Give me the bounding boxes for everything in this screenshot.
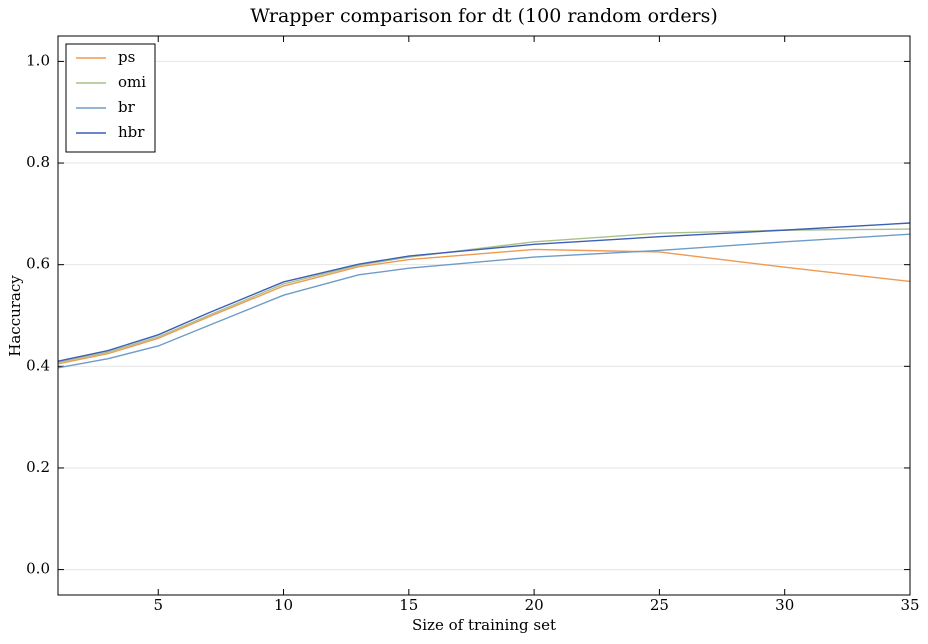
- legend-box: [65, 43, 156, 153]
- legend-label: br: [118, 98, 136, 116]
- x-tick-label: 15: [399, 596, 418, 614]
- line-series: [57, 248, 911, 365]
- x-axis-label: Size of training set: [412, 616, 556, 634]
- legend-label: ps: [118, 48, 135, 66]
- legend-label: hbr: [118, 123, 145, 141]
- y-tick-label: 0.4: [26, 356, 50, 374]
- x-tick-label: 35: [900, 596, 919, 614]
- y-tick-label: 1.0: [26, 51, 50, 69]
- y-tick-label: 0.2: [26, 458, 50, 476]
- y-tick-label: 0.8: [26, 153, 50, 171]
- y-tick-label: 0.0: [26, 560, 50, 578]
- x-tick-label: 10: [274, 596, 293, 614]
- y-tick-label: 0.6: [26, 255, 50, 273]
- chart-title: Wrapper comparison for dt (100 random or…: [250, 5, 718, 27]
- x-tick-label: 5: [153, 596, 163, 614]
- y-axis-label: Haccuracy: [6, 275, 24, 357]
- line-series: [57, 233, 911, 369]
- plot-frame: [57, 35, 911, 596]
- x-tick-label: 25: [650, 596, 669, 614]
- legend-label: omi: [118, 73, 146, 91]
- x-tick-label: 20: [525, 596, 544, 614]
- line-series: [57, 228, 911, 363]
- line-series: [57, 222, 911, 362]
- x-tick-label: 30: [775, 596, 794, 614]
